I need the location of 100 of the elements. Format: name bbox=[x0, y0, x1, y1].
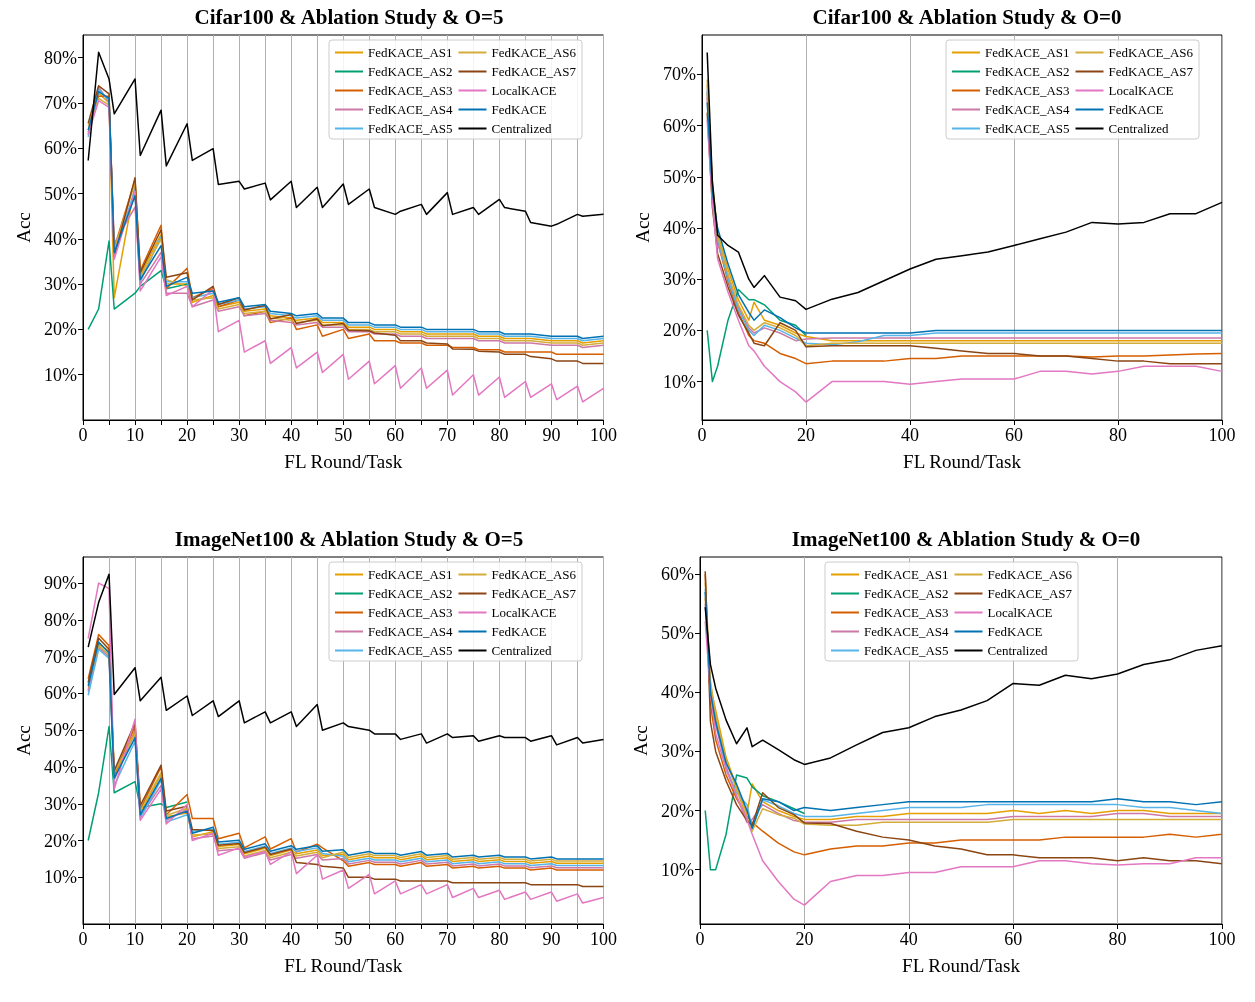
x-axis-title: FL Round/Task bbox=[284, 955, 403, 976]
legend-label: LocalKACE bbox=[1108, 83, 1174, 98]
y-tick-label: 50% bbox=[44, 720, 77, 741]
legend-label: FedKACE_AS3 bbox=[368, 83, 453, 98]
legend-label: LocalKACE bbox=[491, 605, 557, 620]
x-tick-label: 80 bbox=[1109, 425, 1127, 445]
y-axis-title: Acc bbox=[13, 725, 34, 756]
legend-label: FedKACE_AS6 bbox=[491, 567, 577, 582]
legend-label: FedKACE_AS7 bbox=[987, 586, 1073, 601]
y-tick-label: 60% bbox=[44, 138, 77, 159]
legend-label: FedKACE_AS3 bbox=[864, 605, 949, 620]
y-tick-label: 60% bbox=[663, 115, 696, 136]
x-tick-label: 70 bbox=[438, 425, 457, 445]
legend-label: FedKACE_AS2 bbox=[368, 64, 453, 79]
y-tick-label: 20% bbox=[44, 830, 77, 851]
x-tick-label: 90 bbox=[542, 929, 561, 949]
x-tick-label: 100 bbox=[590, 425, 617, 445]
y-tick-label: 30% bbox=[44, 274, 77, 295]
x-axis-title: FL Round/Task bbox=[903, 451, 1022, 472]
legend-label: LocalKACE bbox=[491, 83, 557, 98]
y-tick-label: 20% bbox=[663, 320, 696, 341]
y-tick-label: 10% bbox=[44, 364, 77, 385]
legend-label: FedKACE bbox=[491, 102, 547, 117]
x-tick-label: 30 bbox=[230, 425, 249, 445]
chart-title: ImageNet100 & Ablation Study & O=5 bbox=[174, 526, 524, 551]
legend-label: FedKACE_AS2 bbox=[985, 64, 1070, 79]
x-tick-label: 60 bbox=[1005, 425, 1023, 445]
legend-label: FedKACE_AS4 bbox=[368, 624, 454, 639]
legend-label: FedKACE_AS3 bbox=[985, 83, 1070, 98]
x-tick-label: 80 bbox=[490, 929, 509, 949]
y-axis-title: Acc bbox=[630, 725, 651, 756]
legend-label: LocalKACE bbox=[987, 605, 1053, 620]
x-tick-label: 20 bbox=[797, 425, 815, 445]
chart-title: ImageNet100 & Ablation Study & O=0 bbox=[791, 526, 1141, 551]
x-tick-label: 40 bbox=[282, 425, 301, 445]
legend-label: FedKACE_AS2 bbox=[368, 586, 453, 601]
x-tick-label: 30 bbox=[230, 929, 249, 949]
legend-label: Centralized bbox=[491, 643, 552, 658]
x-axis-title: FL Round/Task bbox=[902, 955, 1021, 976]
y-tick-label: 40% bbox=[44, 228, 77, 249]
y-axis-title: Acc bbox=[632, 212, 653, 243]
x-tick-label: 60 bbox=[386, 929, 405, 949]
legend-label: FedKACE_AS5 bbox=[985, 121, 1070, 136]
legend-label: FedKACE_AS3 bbox=[368, 605, 453, 620]
y-tick-label: 10% bbox=[663, 371, 696, 392]
legend-label: Centralized bbox=[491, 121, 552, 136]
legend-label: FedKACE_AS1 bbox=[864, 567, 949, 582]
x-tick-label: 100 bbox=[1208, 929, 1236, 949]
legend-label: FedKACE_AS5 bbox=[368, 643, 453, 658]
legend-label: FedKACE_AS5 bbox=[368, 121, 453, 136]
legend-label: FedKACE bbox=[491, 624, 547, 639]
legend-label: FedKACE_AS7 bbox=[491, 586, 577, 601]
y-tick-label: 70% bbox=[663, 64, 696, 85]
legend-label: FedKACE_AS7 bbox=[491, 64, 577, 79]
y-tick-label: 90% bbox=[44, 573, 77, 594]
x-tick-label: 70 bbox=[438, 929, 457, 949]
x-tick-label: 60 bbox=[386, 425, 405, 445]
y-tick-label: 50% bbox=[663, 166, 696, 187]
y-tick-label: 10% bbox=[661, 859, 694, 880]
x-tick-label: 100 bbox=[1208, 425, 1236, 445]
y-tick-label: 40% bbox=[661, 682, 694, 703]
y-tick-label: 60% bbox=[661, 564, 694, 585]
legend-label: Centralized bbox=[1108, 121, 1169, 136]
y-tick-label: 50% bbox=[44, 183, 77, 204]
x-tick-label: 0 bbox=[695, 929, 705, 949]
y-tick-label: 70% bbox=[44, 646, 77, 667]
x-tick-label: 90 bbox=[542, 425, 561, 445]
y-axis-title: Acc bbox=[13, 212, 34, 243]
x-tick-label: 80 bbox=[1108, 929, 1127, 949]
legend-label: FedKACE_AS6 bbox=[987, 567, 1073, 582]
x-tick-label: 50 bbox=[334, 425, 353, 445]
y-tick-label: 70% bbox=[44, 92, 77, 113]
y-tick-label: 30% bbox=[661, 741, 694, 762]
legend-label: FedKACE_AS2 bbox=[864, 586, 949, 601]
y-tick-label: 30% bbox=[663, 269, 696, 290]
x-tick-label: 40 bbox=[901, 425, 919, 445]
x-axis-title: FL Round/Task bbox=[284, 451, 403, 472]
chart-title: Cifar100 & Ablation Study & O=5 bbox=[194, 4, 504, 29]
y-tick-label: 80% bbox=[44, 609, 77, 630]
legend-label: FedKACE bbox=[987, 624, 1043, 639]
x-tick-label: 10 bbox=[126, 425, 145, 445]
legend-label: FedKACE_AS6 bbox=[491, 45, 577, 60]
y-tick-label: 50% bbox=[661, 623, 694, 644]
y-tick-label: 40% bbox=[663, 218, 696, 239]
y-tick-label: 20% bbox=[661, 800, 694, 821]
x-tick-label: 100 bbox=[590, 929, 617, 949]
x-tick-label: 60 bbox=[1004, 929, 1023, 949]
y-tick-label: 10% bbox=[44, 867, 77, 888]
x-tick-label: 0 bbox=[697, 425, 707, 445]
y-tick-label: 60% bbox=[44, 683, 77, 704]
x-tick-label: 20 bbox=[178, 929, 197, 949]
legend-label: Centralized bbox=[987, 643, 1048, 658]
x-tick-label: 80 bbox=[490, 425, 509, 445]
y-tick-label: 80% bbox=[44, 47, 77, 68]
legend-label: FedKACE_AS4 bbox=[864, 624, 950, 639]
legend-label: FedKACE bbox=[1108, 102, 1164, 117]
chart-title: Cifar100 & Ablation Study & O=0 bbox=[812, 4, 1122, 29]
legend-label: FedKACE_AS1 bbox=[368, 45, 453, 60]
x-tick-label: 20 bbox=[795, 929, 814, 949]
legend-label: FedKACE_AS5 bbox=[864, 643, 949, 658]
